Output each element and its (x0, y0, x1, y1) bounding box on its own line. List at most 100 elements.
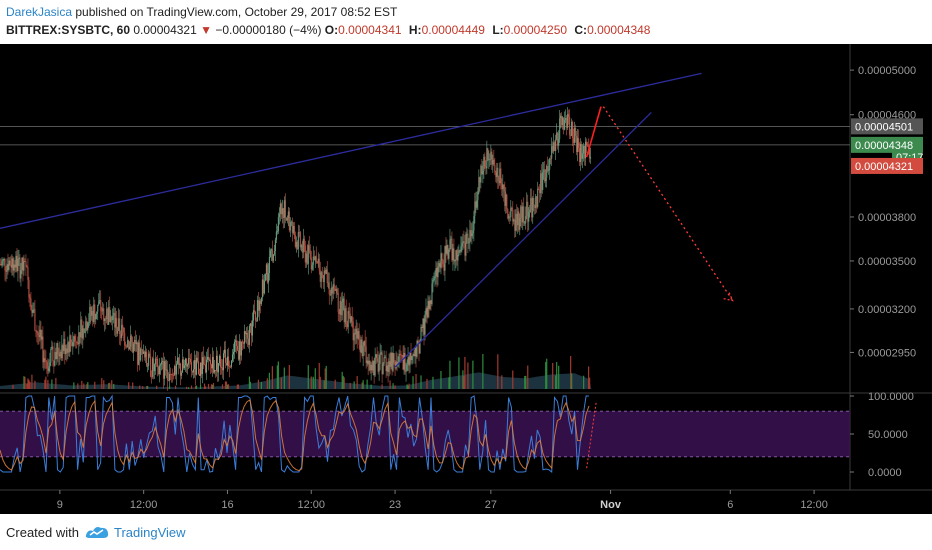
volume-bar (283, 367, 285, 389)
candle-body (79, 332, 81, 338)
candle-body (143, 351, 145, 354)
candle-body (165, 361, 167, 371)
trendline[interactable] (0, 72, 702, 229)
candle-body (123, 327, 125, 333)
published-text: published on TradingView.com, October 29… (75, 5, 398, 19)
candle-body (547, 166, 549, 171)
candle-body (74, 336, 76, 341)
volume-bar (203, 383, 206, 389)
volume-bar (458, 357, 460, 389)
author-link[interactable]: DarekJasica (6, 5, 73, 19)
candle-body (511, 207, 513, 210)
candle-body (350, 316, 352, 323)
price-badge[interactable] (851, 118, 923, 135)
time-tick-label: 12:00 (130, 499, 158, 511)
candle-body (186, 358, 188, 367)
trendline[interactable] (394, 111, 652, 368)
candle-body (105, 318, 107, 320)
candle-body (23, 261, 25, 271)
candle-body (513, 219, 515, 222)
candle-body (194, 360, 196, 370)
candle-body (261, 279, 263, 298)
tradingview-brand[interactable]: TradingView (114, 525, 186, 540)
candle-body (499, 168, 501, 183)
chart-svg[interactable]: 100.000050.00000.0000 0.000050000.000046… (0, 44, 932, 514)
chart-area[interactable]: 100.0000 50.0000 0.0000 0.00005000 0.000046… (0, 44, 932, 514)
candle-body (150, 356, 152, 377)
volume-bar (545, 361, 547, 389)
candle-body (300, 245, 302, 248)
volume-bar (440, 370, 442, 389)
candle-body (144, 351, 146, 358)
candle-body (319, 270, 321, 282)
candle-body (333, 284, 335, 289)
candle-body (283, 200, 285, 218)
candle-body (382, 363, 384, 375)
candle-body (536, 196, 538, 208)
stoch-d-line (0, 399, 590, 472)
candle-body (476, 200, 478, 208)
candle-body (461, 243, 463, 247)
candle-body (0, 264, 1, 265)
projection-line[interactable] (585, 106, 602, 158)
candle-body (469, 230, 471, 243)
candle-body (374, 357, 376, 376)
candle-body (62, 345, 64, 351)
candle-body (550, 158, 552, 160)
candle-body (590, 157, 592, 159)
candle-body (344, 308, 346, 323)
candle-body (48, 366, 50, 372)
candle-body (526, 201, 528, 217)
volume-bar (318, 362, 320, 389)
volume-bar (108, 383, 110, 389)
candle-body (496, 167, 498, 177)
candle-body (377, 358, 379, 372)
candle-body (315, 256, 317, 263)
candle-body (325, 269, 327, 274)
candle-body (189, 358, 191, 359)
candle-body (55, 351, 57, 360)
candle-body (322, 275, 324, 283)
candle-body (231, 354, 233, 361)
candle-body (330, 287, 332, 296)
candle-body (323, 270, 325, 283)
volume-bar (55, 377, 57, 389)
candle-body (532, 198, 534, 218)
tradingview-logo-icon[interactable] (84, 523, 110, 541)
candle-body (474, 201, 476, 217)
candle-body (525, 216, 527, 224)
volume-bar (334, 379, 336, 389)
time-tick-label: 6 (727, 499, 733, 511)
volume-bar (268, 372, 270, 389)
candle-body (238, 341, 240, 360)
volume-bar (588, 366, 590, 389)
candle-body (227, 356, 229, 367)
candle-body (500, 168, 502, 184)
candle-body (544, 169, 546, 182)
volume-bar (406, 384, 408, 389)
candle-body (485, 166, 487, 169)
time-tick-label: 23 (389, 499, 401, 511)
volume-bar (558, 365, 560, 389)
volume-bar (370, 384, 372, 389)
volume-bar (512, 370, 514, 389)
price-badge[interactable] (851, 157, 923, 174)
projection-arrow[interactable] (602, 106, 734, 301)
candle-body (424, 314, 426, 335)
volume-bar (342, 375, 344, 389)
candle-body (151, 376, 153, 378)
candle-body (251, 320, 253, 336)
stoch-rsi-pane[interactable]: 100.0000 50.0000 0.0000 (0, 391, 914, 479)
candle-body (180, 363, 182, 376)
candle-body (18, 257, 20, 260)
candle-body (113, 312, 115, 316)
volume-bar (44, 379, 46, 389)
candle-body (225, 362, 227, 366)
time-axis[interactable]: 9 12:00 16 12:00 23 27 Nov 6 12:00 (57, 490, 828, 511)
stoch-projection[interactable] (586, 402, 597, 469)
price-badge[interactable] (851, 136, 923, 153)
price-axis[interactable]: 0.000050000.000046000.000038000.00003500… (850, 65, 924, 359)
candle-body (204, 364, 206, 366)
close-value: 0.00004348 (587, 23, 651, 37)
candle-body (352, 321, 354, 341)
